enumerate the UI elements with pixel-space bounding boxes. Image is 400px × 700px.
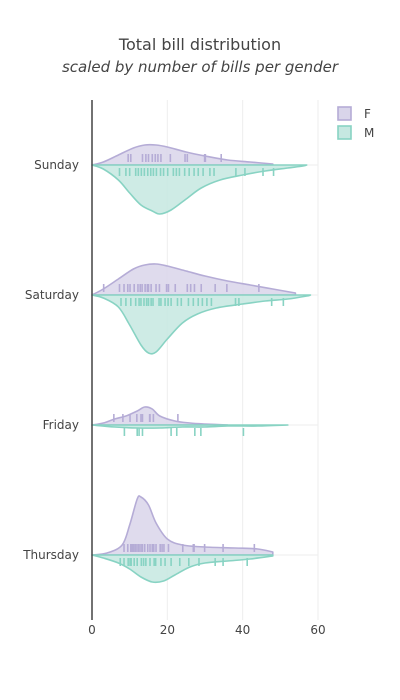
legend-item-m[interactable]: M	[337, 125, 374, 140]
x-tick-label: 0	[88, 623, 96, 637]
violin-m-thursday	[91, 554, 274, 584]
x-tick-label: 60	[310, 623, 325, 637]
violin-m-saturday	[91, 294, 312, 355]
x-tick-label: 40	[235, 623, 250, 637]
legend-label: M	[364, 126, 374, 140]
violin-f-thursday	[91, 495, 274, 556]
violin-m-sunday	[91, 164, 308, 215]
violin-m-friday	[91, 424, 289, 429]
chart-subtitle: scaled by number of bills per gender	[62, 58, 339, 76]
legend-label: F	[364, 107, 371, 121]
violin-f-friday	[91, 406, 229, 426]
violin-f-sunday	[91, 143, 274, 166]
y-tick-label: Saturday	[25, 288, 79, 302]
chart-title: Total bill distribution	[118, 35, 281, 54]
y-tick-label: Thursday	[22, 548, 79, 562]
y-tick-label: Friday	[43, 418, 79, 432]
axes: 0 20 40 60 Thursday Friday Saturday Sunday	[22, 100, 326, 637]
y-tick-label: Sunday	[34, 158, 79, 172]
legend-swatch	[337, 106, 352, 121]
legend[interactable]: FM	[337, 106, 374, 140]
legend-swatch	[337, 125, 352, 140]
violin-plot-area	[91, 143, 312, 584]
x-tick-label: 20	[160, 623, 175, 637]
legend-item-f[interactable]: F	[337, 106, 371, 121]
